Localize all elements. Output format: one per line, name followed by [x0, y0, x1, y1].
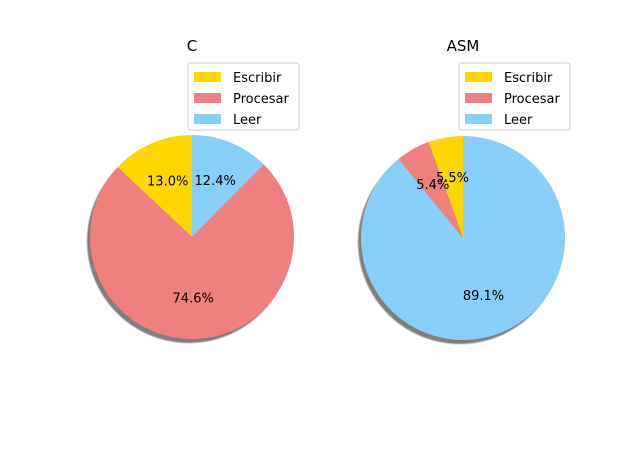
legend-swatch	[194, 93, 221, 103]
legend-swatch	[194, 114, 221, 124]
legend-entry-label: Procesar	[233, 92, 290, 107]
legend-entry-label: Escribir	[233, 71, 282, 86]
legend-entry-label: Leer	[233, 113, 262, 128]
pie-value-label: 13.0%	[147, 174, 188, 189]
chart-legend: Escribir Procesar Leer	[187, 62, 300, 131]
pie-value-label: 5.4%	[416, 178, 449, 193]
legend-swatch	[465, 93, 492, 103]
pie-value-label: 5.5%	[436, 171, 469, 186]
chart-legend: Escribir Procesar Leer	[458, 62, 571, 131]
pie-wedge-leer	[192, 135, 264, 237]
pie-wedge-procesar	[90, 164, 295, 340]
chart-title: ASM	[447, 37, 480, 55]
pie-value-label: 89.1%	[463, 289, 504, 304]
pie-wedge-leer	[361, 136, 566, 341]
pie-value-label: 12.4%	[195, 174, 236, 189]
legend-swatch	[465, 114, 492, 124]
legend-entry-label: Procesar	[504, 92, 561, 107]
pie-chart-1: ASM 5.5%5.4% 89.1% Escribir Procesar Leer	[358, 37, 571, 344]
pie-chart-0: C 13.0% 74.6% 12.4% Escribir Procesar Leer	[87, 37, 300, 343]
chart-title: C	[187, 37, 197, 55]
legend-swatch	[465, 72, 492, 82]
legend-swatch	[194, 72, 221, 82]
legend-entry-label: Escribir	[504, 71, 553, 86]
legend-entry-label: Leer	[504, 113, 533, 128]
pie-value-label: 74.6%	[173, 292, 214, 307]
pie-wedge-procesar	[398, 142, 463, 238]
pie-wedge-escribir	[117, 135, 192, 237]
pie-wedge-escribir	[428, 136, 463, 238]
